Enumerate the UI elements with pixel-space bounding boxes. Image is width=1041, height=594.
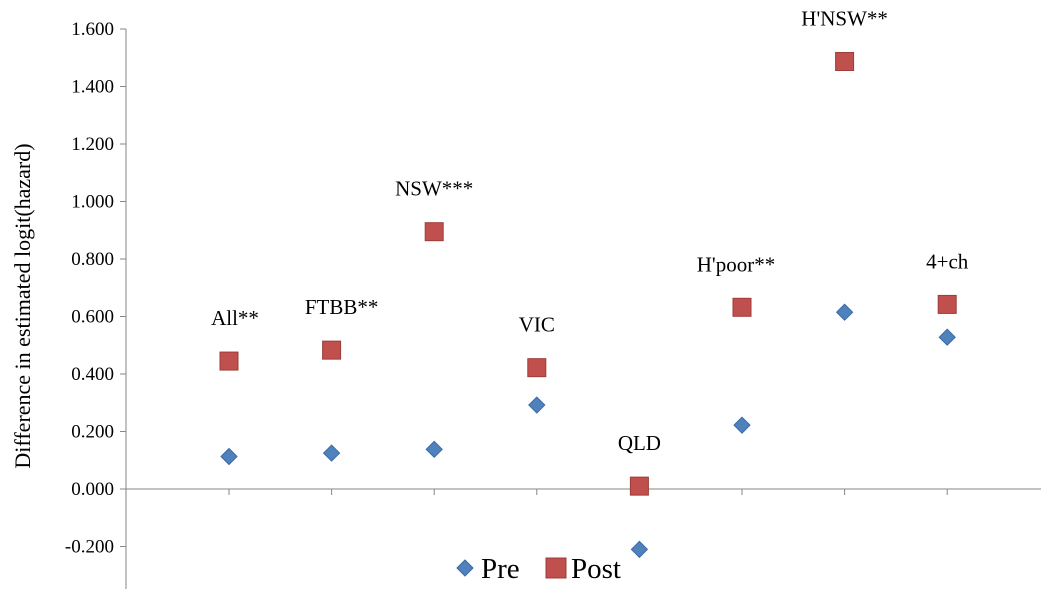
y-tick-label: 1.600	[71, 19, 114, 40]
y-tick-label: 1.200	[71, 134, 114, 155]
y-tick-label: 0.200	[71, 422, 114, 443]
legend-pre-marker	[456, 559, 474, 577]
category-label: QLD	[618, 431, 661, 455]
post-point	[732, 297, 752, 317]
pre-point	[425, 440, 443, 459]
y-tick-label: 0.400	[71, 364, 114, 385]
post-point	[219, 351, 239, 371]
legend-post-marker	[545, 557, 567, 579]
pre-point	[528, 396, 546, 414]
post-point	[424, 222, 444, 242]
pre-point	[733, 416, 751, 434]
y-tick-label: -0.200	[65, 537, 114, 558]
pre-point	[835, 303, 854, 321]
y-tick-label: 1.000	[71, 192, 114, 213]
y-tick-label: 0.000	[71, 479, 114, 500]
category-label: FTBB**	[305, 295, 379, 319]
category-label: H'poor**	[697, 252, 775, 276]
category-label: 4+ch	[926, 249, 969, 273]
pre-point	[630, 540, 649, 559]
category-label: VIC	[519, 313, 555, 337]
pre-point	[220, 447, 238, 466]
y-axis-label: Difference in estimated logit(hazard)	[10, 143, 35, 468]
legend-pre-label: Pre	[481, 553, 520, 585]
post-point	[322, 340, 342, 360]
post-point	[527, 358, 547, 378]
y-tick-label: 1.400	[71, 77, 114, 98]
category-label: All**	[211, 306, 259, 330]
y-tick-label: 0.600	[71, 307, 114, 328]
post-point	[835, 51, 855, 71]
pre-point	[938, 328, 956, 346]
y-tick-label: 0.800	[71, 249, 114, 270]
legend-post-label: Post	[571, 553, 621, 585]
category-label: NSW***	[395, 177, 473, 201]
post-point	[937, 294, 957, 314]
category-label: H'NSW**	[801, 6, 888, 30]
pre-point	[322, 444, 341, 462]
post-point	[629, 476, 649, 496]
